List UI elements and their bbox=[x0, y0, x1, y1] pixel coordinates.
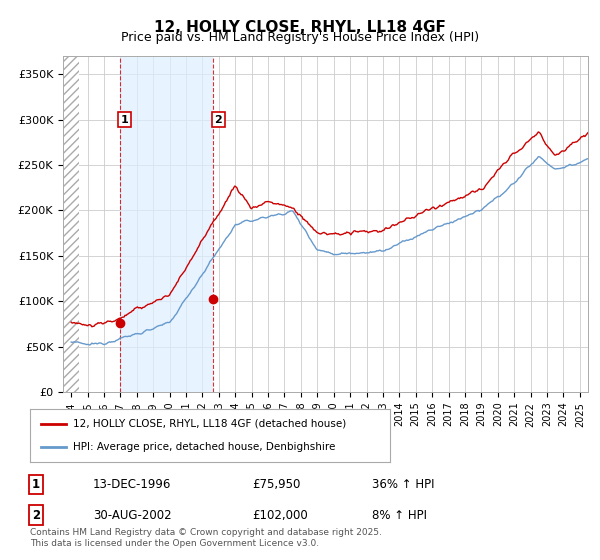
Bar bbox=[63, 56, 79, 392]
Bar bbox=[120, 56, 213, 392]
Text: HPI: Average price, detached house, Denbighshire: HPI: Average price, detached house, Denb… bbox=[73, 442, 335, 452]
Text: 2: 2 bbox=[214, 115, 222, 124]
Text: 30-AUG-2002: 30-AUG-2002 bbox=[93, 508, 172, 522]
Text: 36% ↑ HPI: 36% ↑ HPI bbox=[372, 478, 434, 491]
Text: 1: 1 bbox=[121, 115, 128, 124]
Text: Contains HM Land Registry data © Crown copyright and database right 2025.
This d: Contains HM Land Registry data © Crown c… bbox=[30, 528, 382, 548]
Text: 12, HOLLY CLOSE, RHYL, LL18 4GF (detached house): 12, HOLLY CLOSE, RHYL, LL18 4GF (detache… bbox=[73, 419, 346, 429]
Text: 2: 2 bbox=[32, 508, 40, 522]
Text: 13-DEC-1996: 13-DEC-1996 bbox=[93, 478, 172, 491]
Text: £102,000: £102,000 bbox=[252, 508, 308, 522]
Text: Price paid vs. HM Land Registry's House Price Index (HPI): Price paid vs. HM Land Registry's House … bbox=[121, 31, 479, 44]
Text: £75,950: £75,950 bbox=[252, 478, 301, 491]
Text: 12, HOLLY CLOSE, RHYL, LL18 4GF: 12, HOLLY CLOSE, RHYL, LL18 4GF bbox=[154, 20, 446, 35]
Text: 8% ↑ HPI: 8% ↑ HPI bbox=[372, 508, 427, 522]
Text: 1: 1 bbox=[32, 478, 40, 491]
